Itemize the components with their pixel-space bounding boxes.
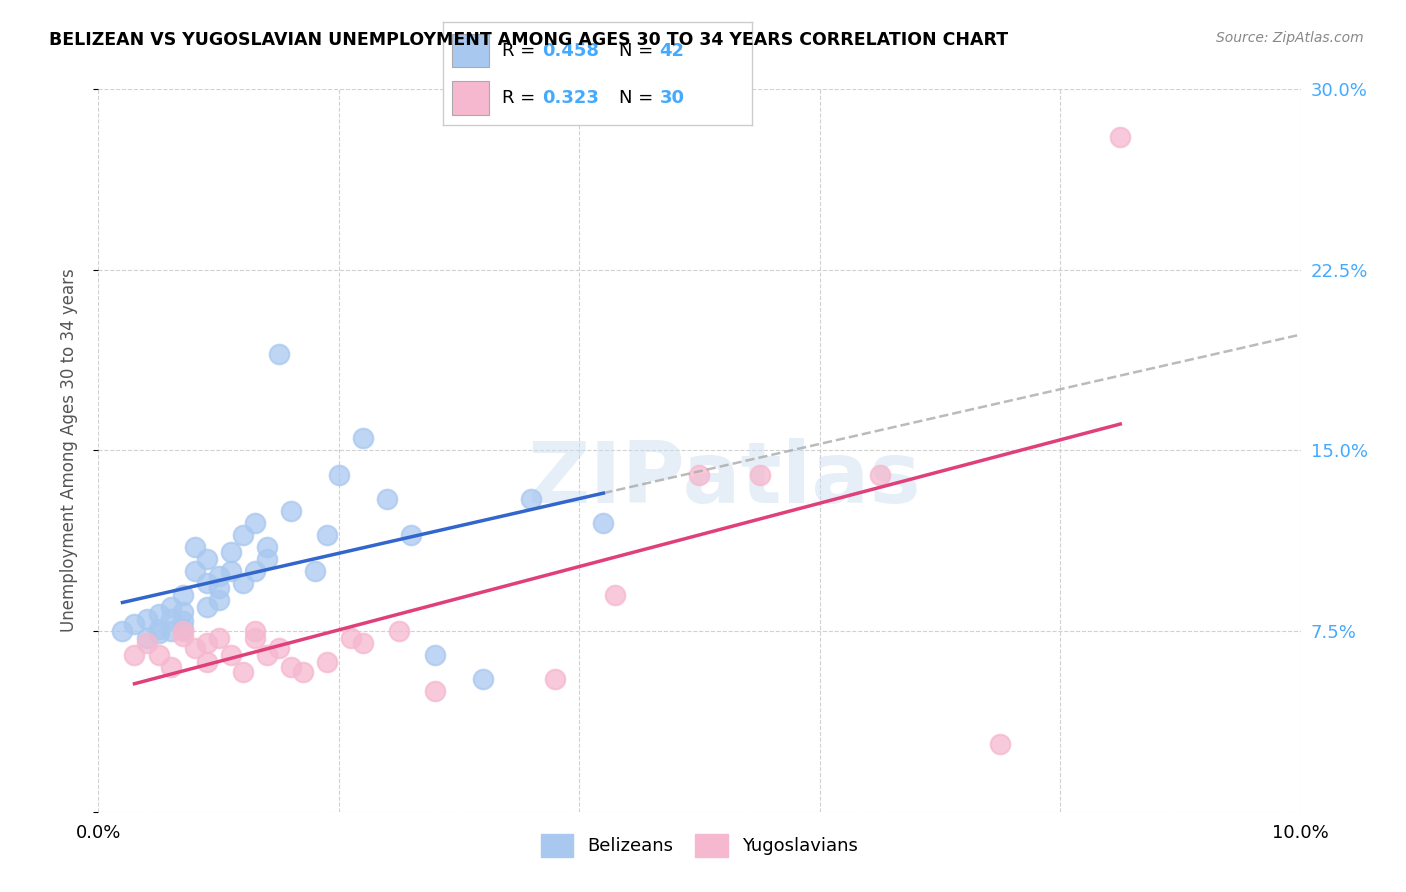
Point: [135, 612, 157, 626]
Text: BELIZEAN VS YUGOSLAVIAN UNEMPLOYMENT AMONG AGES 30 TO 34 YEARS CORRELATION CHART: BELIZEAN VS YUGOSLAVIAN UNEMPLOYMENT AMO…: [49, 31, 1008, 49]
Point: [183, 540, 205, 554]
Point: [544, 673, 567, 687]
Point: [159, 624, 181, 639]
Point: [172, 615, 194, 629]
Text: R =: R =: [502, 89, 541, 107]
Point: [256, 551, 278, 566]
Point: [232, 527, 254, 541]
Point: [352, 636, 374, 650]
Point: [340, 632, 363, 646]
Point: [183, 640, 205, 655]
Point: [219, 544, 242, 558]
Point: [243, 624, 266, 639]
Point: [124, 648, 146, 662]
Point: [195, 599, 218, 614]
Point: [148, 622, 170, 636]
Point: [135, 636, 157, 650]
Text: 0.323: 0.323: [541, 89, 599, 107]
Point: [124, 616, 146, 631]
Point: [280, 503, 302, 517]
Point: [111, 624, 134, 639]
Point: [172, 624, 194, 639]
Point: [172, 605, 194, 619]
Point: [988, 737, 1011, 751]
Point: [291, 665, 314, 679]
Point: [195, 576, 218, 591]
Text: 30: 30: [659, 89, 685, 107]
Point: [159, 660, 181, 674]
Point: [256, 540, 278, 554]
Point: [520, 491, 543, 506]
Text: 0.458: 0.458: [541, 42, 599, 60]
Point: [375, 491, 398, 506]
Point: [1109, 130, 1132, 145]
Point: [869, 467, 891, 482]
Text: N =: N =: [619, 89, 659, 107]
Point: [328, 467, 350, 482]
Text: N =: N =: [619, 42, 659, 60]
Point: [315, 527, 337, 541]
Bar: [453, 34, 489, 68]
Point: [232, 576, 254, 591]
Point: [315, 656, 337, 670]
Point: [208, 581, 231, 595]
Point: [219, 648, 242, 662]
Point: [243, 564, 266, 578]
Point: [689, 467, 711, 482]
Point: [304, 564, 326, 578]
Point: [423, 648, 446, 662]
Point: [208, 592, 231, 607]
Point: [195, 636, 218, 650]
Point: [172, 588, 194, 602]
Point: [183, 564, 205, 578]
Point: [748, 467, 770, 482]
Point: [159, 612, 181, 626]
Point: [243, 516, 266, 530]
Point: [172, 629, 194, 643]
Point: [256, 648, 278, 662]
Point: [267, 347, 290, 361]
Point: [472, 673, 495, 687]
Point: [243, 632, 266, 646]
Text: ZIPatlas: ZIPatlas: [527, 438, 921, 521]
Point: [592, 516, 614, 530]
Point: [267, 640, 290, 655]
Point: [135, 632, 157, 646]
Point: [148, 607, 170, 622]
Point: [148, 626, 170, 640]
Point: [172, 622, 194, 636]
Point: [208, 632, 231, 646]
Point: [219, 564, 242, 578]
Y-axis label: Unemployment Among Ages 30 to 34 years: Unemployment Among Ages 30 to 34 years: [59, 268, 77, 632]
Point: [232, 665, 254, 679]
Point: [388, 624, 411, 639]
Point: [148, 648, 170, 662]
Bar: [453, 81, 489, 114]
Point: [195, 656, 218, 670]
Legend: Belizeans, Yugoslavians: Belizeans, Yugoslavians: [533, 827, 866, 864]
Text: Source: ZipAtlas.com: Source: ZipAtlas.com: [1216, 31, 1364, 45]
Point: [605, 588, 627, 602]
Point: [423, 684, 446, 698]
Point: [352, 431, 374, 445]
Point: [208, 568, 231, 582]
Text: 42: 42: [659, 42, 685, 60]
Text: R =: R =: [502, 42, 541, 60]
Point: [399, 527, 422, 541]
Point: [195, 551, 218, 566]
Point: [159, 599, 181, 614]
Point: [280, 660, 302, 674]
